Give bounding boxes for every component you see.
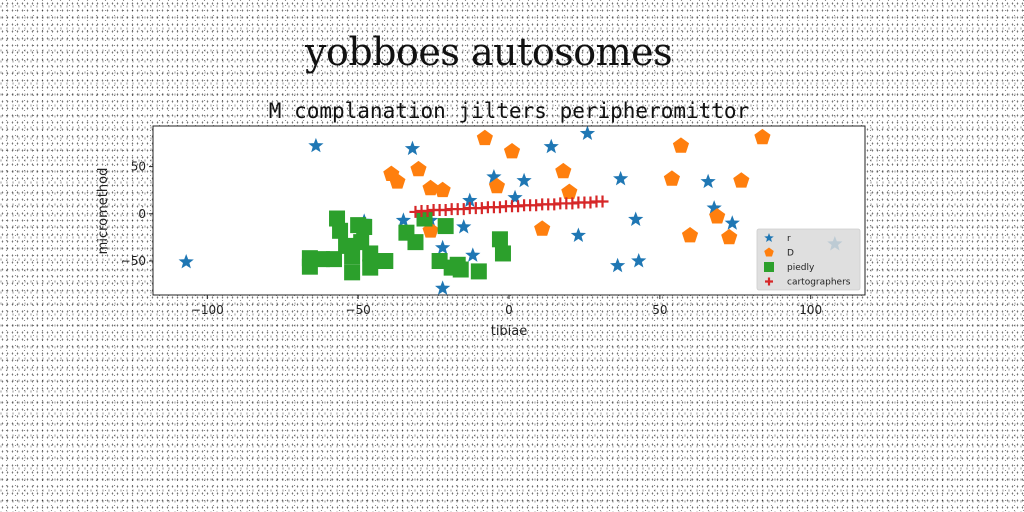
data-point-r-13 xyxy=(516,172,532,188)
data-point-D-3 xyxy=(422,179,439,196)
data-point-r-0 xyxy=(178,253,194,269)
data-point-D-6 xyxy=(476,129,493,146)
series-D-group xyxy=(383,128,771,245)
data-point-r-18 xyxy=(628,211,644,226)
x-tick-label: −100 xyxy=(191,303,224,317)
legend-label-D: D xyxy=(787,249,794,259)
data-point-r-8 xyxy=(456,219,472,234)
x-tick-label: −50 xyxy=(345,303,370,317)
legend-marker-D xyxy=(764,247,774,257)
data-point-piedly-11 xyxy=(356,219,373,236)
data-point-r-7 xyxy=(435,280,451,295)
data-point-piedly-18 xyxy=(431,253,448,270)
data-point-piedly-24 xyxy=(491,231,508,248)
data-point-r-3 xyxy=(395,212,412,227)
data-point-r-10 xyxy=(465,247,481,262)
data-point-piedly-5 xyxy=(332,222,349,239)
data-point-D-1 xyxy=(389,173,406,189)
data-point-r-21 xyxy=(700,173,716,189)
data-point-piedly-16 xyxy=(407,234,424,251)
data-point-D-11 xyxy=(561,183,578,199)
data-point-r-4 xyxy=(404,140,421,156)
data-point-D-16 xyxy=(721,228,738,245)
series-cartographers-group xyxy=(409,195,609,218)
data-point-r-20 xyxy=(631,253,647,268)
y-tick-label: −50 xyxy=(121,254,146,268)
x-tick-label: 50 xyxy=(652,303,667,317)
data-point-piedly-14 xyxy=(377,253,394,270)
data-point-r-23 xyxy=(724,215,740,230)
data-point-D-14 xyxy=(681,227,699,243)
x-tick-label: 100 xyxy=(799,303,822,317)
data-point-piedly-12 xyxy=(362,245,379,262)
data-point-r-1 xyxy=(308,137,324,153)
data-point-r-14 xyxy=(543,138,559,154)
series-piedly-group xyxy=(301,210,511,281)
data-point-D-12 xyxy=(663,170,680,186)
data-point-D-9 xyxy=(534,220,551,236)
data-point-r-9 xyxy=(462,192,478,208)
y-axis-title: micromethod xyxy=(96,168,111,255)
data-point-r-22 xyxy=(706,200,722,215)
data-point-piedly-4 xyxy=(329,210,346,227)
data-point-D-7 xyxy=(488,177,506,194)
data-point-piedly-2 xyxy=(313,251,330,268)
data-point-D-18 xyxy=(754,128,771,145)
data-point-r-16 xyxy=(570,227,586,242)
data-point-r-15 xyxy=(579,125,596,141)
data-point-piedly-7 xyxy=(344,248,361,265)
legend-box xyxy=(756,228,861,291)
data-point-piedly-3 xyxy=(326,251,343,268)
legend-label-piedly: piedly xyxy=(787,263,815,273)
legend-marker-cartographers xyxy=(765,277,773,286)
legend-marker-r xyxy=(764,233,774,243)
x-tick-label: 0 xyxy=(505,303,513,317)
data-point-piedly-1 xyxy=(301,258,318,275)
data-point-D-13 xyxy=(672,137,690,153)
chart-title: M complanation jilters peripheromittor xyxy=(269,99,749,123)
data-point-piedly-19 xyxy=(437,218,454,235)
data-point-r-19 xyxy=(610,257,626,273)
series-r-group xyxy=(178,125,843,295)
data-point-D-17 xyxy=(733,172,750,188)
data-point-r-11 xyxy=(486,168,502,184)
data-point-D-8 xyxy=(503,142,521,159)
data-point-D-4 xyxy=(434,181,451,198)
data-point-r-6 xyxy=(435,239,451,255)
data-point-cartographers-31 xyxy=(596,195,609,208)
y-tick-label: 50 xyxy=(131,160,146,174)
x-axis-title: tibiae xyxy=(491,324,528,339)
legend-label-r: r xyxy=(787,234,791,244)
figure-suptitle: yobboes autosomes xyxy=(305,30,673,74)
data-point-piedly-13 xyxy=(362,259,379,276)
y-tick-label: 0 xyxy=(138,207,146,221)
data-point-D-15 xyxy=(709,208,726,224)
data-point-piedly-22 xyxy=(452,261,469,278)
data-point-D-2 xyxy=(410,160,427,177)
data-point-piedly-8 xyxy=(344,264,361,281)
data-point-r-12 xyxy=(507,189,523,205)
axis-ticks-layer: −100 −50 0 50 100 −50 0 50 xyxy=(121,160,822,317)
data-point-piedly-23 xyxy=(470,263,487,280)
legend-label-cartographers: cartographers xyxy=(787,278,851,288)
data-point-D-10 xyxy=(555,162,572,179)
legend-marker-piedly xyxy=(764,262,774,272)
data-point-r-17 xyxy=(613,170,629,186)
data-points-layer xyxy=(178,125,843,295)
data-point-piedly-25 xyxy=(494,245,511,262)
